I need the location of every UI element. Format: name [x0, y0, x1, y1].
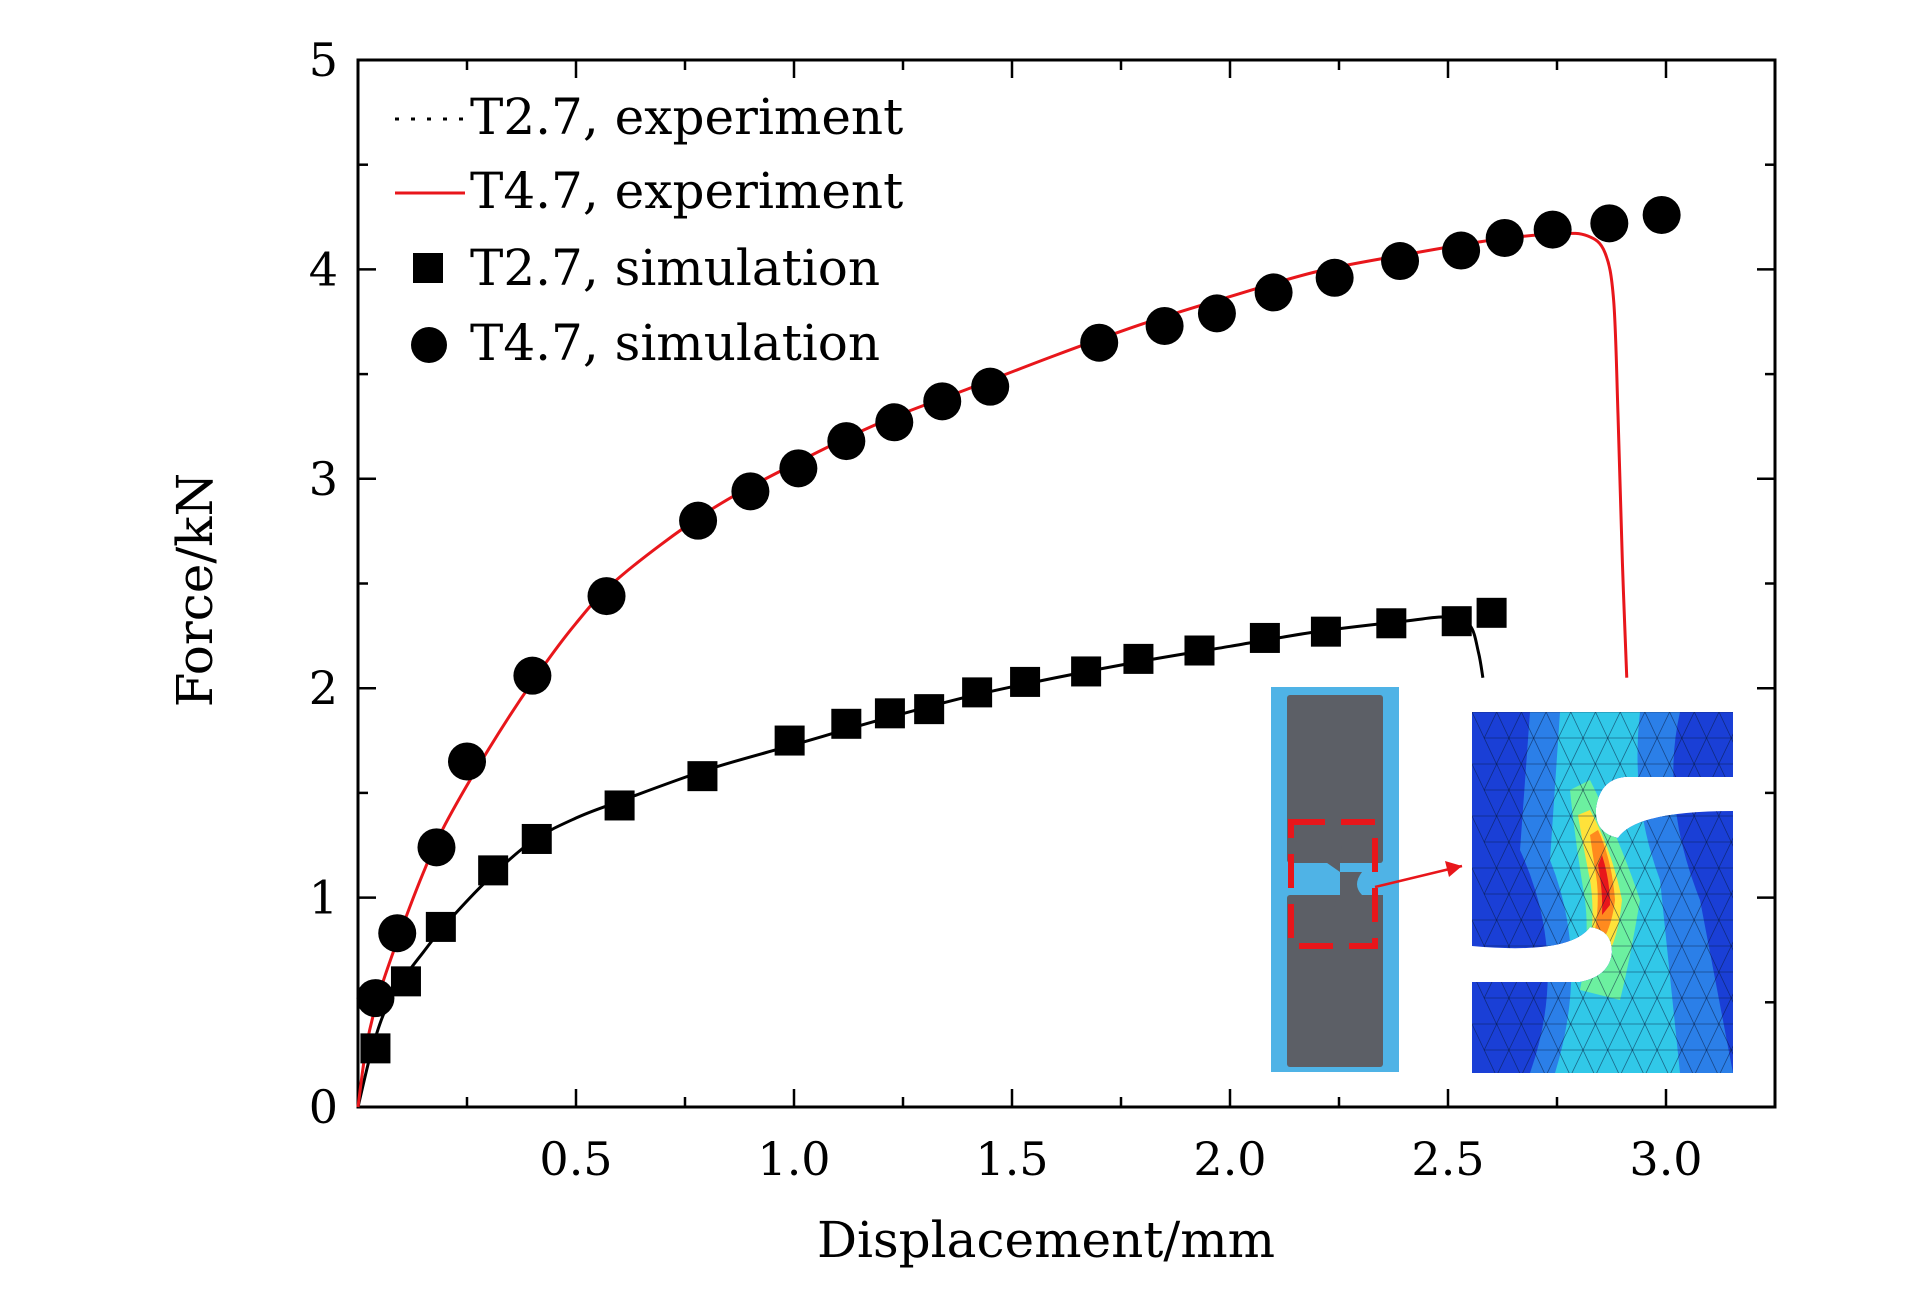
specimen-photo — [1271, 687, 1399, 1072]
square-point — [1310, 616, 1341, 647]
square-point — [1476, 597, 1507, 628]
square-point — [1249, 622, 1280, 653]
legend-item-t4-7-experiment: T4.7, experiment — [395, 162, 903, 220]
circle-point — [1254, 273, 1293, 312]
square-point — [521, 823, 552, 854]
circle-point — [827, 422, 866, 461]
square-point — [687, 761, 718, 792]
circle-point — [356, 979, 395, 1018]
legend-label: T4.7, experiment — [470, 162, 903, 220]
x-tick-label: 1.0 — [757, 1132, 830, 1186]
circle-point — [417, 828, 456, 867]
square-point — [604, 790, 635, 821]
square-point — [1071, 656, 1102, 687]
y-tick-label: 0 — [309, 1080, 338, 1134]
circle-marker-icon — [411, 327, 447, 363]
circle-point — [1442, 231, 1481, 270]
y-axis-title: Force/kN — [166, 473, 224, 707]
circle-point — [971, 367, 1010, 406]
legend-label: T2.7, simulation — [470, 239, 880, 297]
circle-point — [1381, 242, 1420, 281]
x-tick-label: 1.5 — [975, 1132, 1048, 1186]
series-layer — [356, 195, 1681, 1108]
x-tick-label: 2.5 — [1411, 1132, 1484, 1186]
arrow — [1374, 861, 1463, 889]
x-axis-title: Displacement/mm — [817, 1211, 1275, 1269]
circle-point — [779, 449, 818, 488]
square-point — [874, 698, 905, 729]
circle-point — [1145, 306, 1184, 345]
square-point — [1123, 643, 1154, 674]
circle-point — [587, 577, 626, 616]
y-tick-label: 2 — [309, 661, 338, 715]
circle-point — [1197, 294, 1236, 333]
x-tick-label: 0.5 — [539, 1132, 612, 1186]
inset-figure — [1271, 687, 1733, 1073]
square-point — [1184, 635, 1215, 666]
square-point — [831, 708, 862, 739]
circle-point — [448, 742, 486, 781]
circle-point — [513, 656, 552, 695]
fe-mesh — [1472, 712, 1733, 1073]
circle-point — [1080, 323, 1119, 362]
square-point — [1376, 608, 1407, 639]
square-point — [962, 677, 993, 708]
square-point — [478, 855, 509, 886]
square-point — [425, 911, 456, 942]
legend-item-t4-7-simulation: T4.7, simulation — [411, 314, 880, 372]
square-point — [1441, 606, 1472, 637]
square-point — [390, 966, 421, 997]
circle-point — [1642, 195, 1681, 234]
legend: T2.7, experiment T4.7, experiment T2.7, … — [395, 88, 903, 372]
y-tick-label: 3 — [309, 452, 338, 506]
circle-point — [378, 914, 417, 953]
circle-point — [875, 403, 914, 442]
y-tick-label: 5 — [309, 33, 338, 87]
tick-labels: 0.5 1.0 1.5 2.0 2.5 3.0 0 1 2 3 4 5 — [309, 33, 1703, 1186]
circle-point — [1533, 210, 1572, 249]
x-tick-label: 2.0 — [1193, 1132, 1266, 1186]
square-point — [1010, 666, 1041, 697]
legend-label: T4.7, simulation — [470, 314, 880, 372]
circle-point — [1485, 218, 1524, 257]
y-tick-label: 4 — [309, 242, 338, 296]
circle-point — [1315, 258, 1354, 297]
legend-item-t2-7-experiment: T2.7, experiment — [395, 88, 903, 146]
axis-ticks — [356, 58, 1777, 1109]
x-tick-label: 3.0 — [1629, 1132, 1702, 1186]
square-point — [914, 694, 945, 725]
square-point — [774, 725, 805, 756]
circle-point — [923, 382, 962, 421]
legend-item-t2-7-simulation: T2.7, simulation — [413, 239, 880, 297]
y-tick-label: 1 — [309, 871, 338, 925]
circle-point — [679, 501, 718, 540]
circle-point — [1590, 204, 1629, 243]
legend-label: T2.7, experiment — [470, 88, 903, 146]
square-point — [360, 1033, 391, 1064]
circle-point — [731, 472, 770, 511]
square-marker-icon — [413, 253, 443, 283]
